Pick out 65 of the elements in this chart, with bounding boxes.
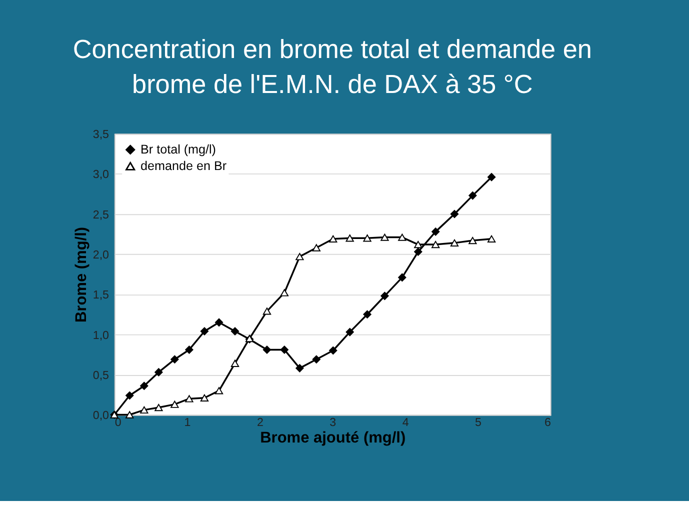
- point: [185, 346, 194, 354]
- point: [346, 234, 354, 242]
- point: [280, 289, 288, 296]
- point: [363, 310, 372, 318]
- y-tick-label: 2,5: [92, 208, 110, 222]
- point: [414, 248, 422, 256]
- point: [126, 391, 134, 400]
- text: brome de l'E.M.N. de DAX à 35 °C: [132, 69, 533, 100]
- point: [126, 411, 134, 418]
- x-tick-label: 1: [184, 416, 191, 429]
- point: [450, 239, 459, 247]
- legend-label: Br total (mg/l): [140, 142, 216, 157]
- y-tick-label: 0,0: [92, 409, 110, 422]
- point: [214, 318, 224, 326]
- point: [185, 395, 194, 402]
- x-tick-label: 6: [544, 416, 551, 429]
- point: [312, 355, 320, 364]
- point: [398, 234, 406, 241]
- text: Concentration en brome total et demande en: [72, 34, 592, 64]
- y-tick-label: 3,0: [92, 168, 110, 182]
- point: [296, 364, 304, 372]
- y-tick-label: 3,5: [92, 128, 110, 142]
- point: [329, 235, 338, 243]
- point: [398, 273, 406, 282]
- point: [312, 244, 320, 252]
- point: [280, 346, 288, 354]
- point: [154, 368, 163, 376]
- point: [230, 327, 240, 336]
- point: [487, 173, 496, 182]
- x-tick-label: 4: [402, 416, 410, 429]
- point: [432, 228, 440, 236]
- point: [468, 236, 477, 244]
- y-tick-label: 0,5: [92, 368, 110, 382]
- point: [140, 406, 148, 414]
- legend-label: demande en Br: [140, 159, 227, 174]
- point: [262, 346, 272, 354]
- point: [380, 234, 389, 241]
- y-tick-label: 1,5: [92, 288, 110, 302]
- point: [414, 240, 422, 248]
- point: [346, 328, 354, 336]
- point: [170, 400, 179, 408]
- point: [487, 235, 496, 243]
- x-tick-label: 5: [474, 416, 482, 429]
- x-tick-label: 3: [330, 416, 336, 429]
- y-tick-label: 1,0: [92, 328, 110, 342]
- point: [380, 292, 389, 300]
- point: [262, 308, 272, 315]
- y-tick-label: 2,0: [92, 248, 110, 262]
- point: [468, 191, 477, 200]
- point: [432, 240, 440, 248]
- point: [450, 210, 459, 218]
- point: [170, 355, 179, 364]
- point: [363, 234, 372, 242]
- point: [214, 387, 224, 394]
- point: [154, 404, 163, 412]
- point: [200, 327, 209, 336]
- point: [140, 382, 148, 390]
- y-axis-title: Brome (mg/l): [73, 226, 90, 323]
- point: [200, 394, 209, 402]
- point: [329, 346, 338, 355]
- x-tick-label: 0: [114, 416, 122, 429]
- point: [230, 360, 240, 367]
- point: [296, 252, 304, 260]
- x-axis-title: Brome ajouté (mg/l): [260, 429, 406, 446]
- x-tick-label: 2: [256, 416, 264, 429]
